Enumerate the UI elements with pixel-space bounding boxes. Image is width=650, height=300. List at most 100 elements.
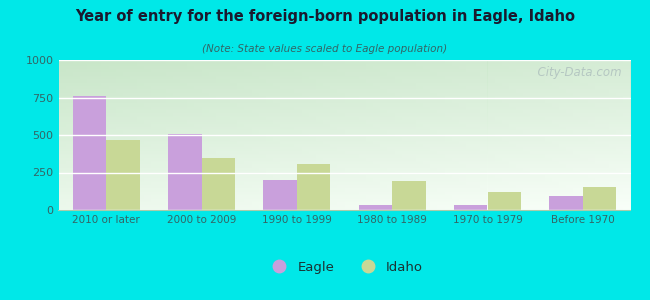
Bar <box>87 60 94 210</box>
Bar <box>58 132 630 133</box>
Bar <box>58 130 630 131</box>
Bar <box>387 60 395 210</box>
Bar <box>58 118 630 119</box>
Bar <box>58 117 630 118</box>
Bar <box>58 92 630 93</box>
Bar <box>58 109 630 110</box>
Bar <box>58 65 630 66</box>
Bar <box>602 60 609 210</box>
Bar <box>395 60 402 210</box>
Bar <box>194 60 202 210</box>
Bar <box>58 195 630 196</box>
Bar <box>58 115 630 116</box>
Bar <box>58 94 630 95</box>
Bar <box>58 134 630 135</box>
Bar <box>58 99 630 100</box>
Bar <box>58 113 630 114</box>
Bar <box>151 60 159 210</box>
Bar <box>58 180 630 181</box>
Bar <box>58 170 630 171</box>
Bar <box>58 179 630 180</box>
Bar <box>480 60 488 210</box>
Bar <box>58 166 630 167</box>
Bar <box>294 60 302 210</box>
Bar <box>58 119 630 120</box>
Bar <box>58 93 630 94</box>
Bar <box>58 63 630 64</box>
Bar <box>168 134 202 210</box>
Bar <box>58 190 630 191</box>
Bar <box>523 60 530 210</box>
Bar <box>58 112 630 113</box>
Bar <box>58 124 630 125</box>
Bar <box>409 60 416 210</box>
Bar <box>159 60 166 210</box>
Bar <box>58 202 630 203</box>
Bar <box>280 60 287 210</box>
Bar <box>58 88 630 89</box>
Bar <box>263 180 297 210</box>
Bar <box>330 60 337 210</box>
Bar <box>58 165 630 166</box>
Bar <box>58 101 630 102</box>
Bar <box>58 184 630 185</box>
Bar <box>495 60 502 210</box>
Bar <box>58 144 630 145</box>
Bar <box>58 153 630 154</box>
Bar <box>352 60 359 210</box>
Bar <box>58 163 630 164</box>
Bar <box>58 149 630 150</box>
Bar <box>187 60 194 210</box>
Bar <box>58 95 630 96</box>
Bar <box>58 176 630 177</box>
Bar <box>58 136 630 137</box>
Bar <box>58 203 630 204</box>
Bar <box>58 206 630 207</box>
Bar <box>230 60 237 210</box>
Bar <box>58 208 630 209</box>
Bar <box>237 60 244 210</box>
Bar <box>58 66 630 67</box>
Bar <box>58 138 630 139</box>
Text: City-Data.com: City-Data.com <box>530 66 622 79</box>
Bar <box>583 187 616 210</box>
Bar <box>58 143 630 144</box>
Bar <box>58 189 630 190</box>
Bar <box>466 60 473 210</box>
Bar <box>58 139 630 140</box>
Bar <box>573 60 580 210</box>
Bar <box>58 102 630 103</box>
Bar <box>58 185 630 186</box>
Bar <box>58 129 630 130</box>
Bar <box>58 74 630 75</box>
Bar <box>58 201 630 202</box>
Bar <box>66 60 73 210</box>
Bar <box>430 60 437 210</box>
Bar <box>58 199 630 200</box>
Bar <box>58 197 630 198</box>
Bar <box>58 162 630 163</box>
Bar <box>58 160 630 161</box>
Bar <box>58 169 630 170</box>
Bar <box>58 194 630 195</box>
Bar <box>58 73 630 74</box>
Bar <box>58 131 630 132</box>
Bar <box>180 60 187 210</box>
Bar <box>58 157 630 158</box>
Bar <box>623 60 630 210</box>
Bar <box>58 209 630 210</box>
Bar <box>58 159 630 160</box>
Bar <box>359 60 366 210</box>
Bar <box>58 104 630 105</box>
Bar <box>58 122 630 123</box>
Bar <box>58 183 630 184</box>
Bar <box>287 60 294 210</box>
Bar <box>58 205 630 206</box>
Bar <box>588 60 595 210</box>
Bar <box>58 86 630 87</box>
Bar <box>109 60 116 210</box>
Bar <box>144 60 151 210</box>
Bar <box>58 142 630 143</box>
Bar <box>223 60 230 210</box>
Bar <box>58 84 630 85</box>
